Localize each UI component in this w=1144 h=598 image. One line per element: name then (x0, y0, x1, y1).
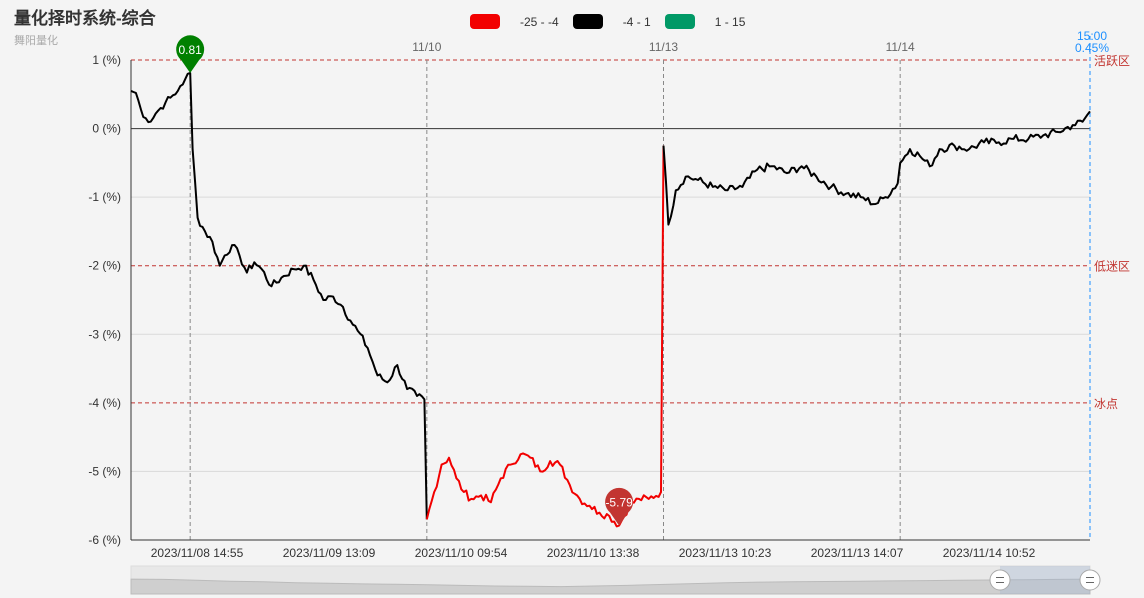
marker-label: -5.79 (605, 496, 633, 510)
overview-selection[interactable] (1000, 566, 1090, 594)
x-tick-label: 2023/11/13 10:23 (679, 546, 772, 560)
x-tick-label: 2023/11/14 10:52 (943, 546, 1036, 560)
legend: -25 - -4 -4 - 1 1 - 15 (470, 14, 759, 29)
day-label: 11/14 (886, 40, 915, 54)
legend-label-black: -4 - 1 (622, 14, 651, 29)
y-tick-label: 0 (%) (92, 122, 121, 136)
series-line-segment (425, 145, 665, 528)
series-line-segment (130, 72, 428, 520)
legend-swatch-red (470, 14, 500, 29)
legend-item-black[interactable]: -4 - 1 (572, 14, 651, 29)
day-label: 11/10 (412, 40, 441, 54)
x-tick-label: 2023/11/10 09:54 (415, 546, 508, 560)
y-tick-label: -2 (%) (88, 259, 121, 273)
zoom-handle-left[interactable] (989, 569, 1011, 591)
overview-area (130, 578, 1091, 595)
legend-item-red[interactable]: -25 - -4 (470, 14, 559, 29)
legend-swatch-black (572, 14, 603, 29)
chart-title: 量化择时系统-综合 (14, 9, 156, 28)
y-tick-label: -6 (%) (88, 533, 121, 547)
legend-label-green: 1 - 15 (714, 14, 746, 29)
y-tick-label: -5 (%) (88, 464, 121, 478)
series-line-segment (662, 110, 1091, 226)
y-tick-label: 1 (%) (92, 53, 121, 67)
threshold-label: 活跃区 (1094, 54, 1130, 68)
legend-swatch-green (664, 14, 695, 29)
zoom-handle-right[interactable] (1079, 569, 1101, 591)
chart-subtitle: 舞阳量化 (14, 35, 58, 47)
legend-label-red: -25 - -4 (520, 14, 559, 29)
marker-pin[interactable]: -5.79 (605, 487, 634, 526)
x-tick-label: 2023/11/13 14:07 (811, 546, 904, 560)
marker-label: 0.81 (178, 43, 202, 57)
x-tick-label: 2023/11/08 14:55 (151, 546, 244, 560)
marker-pin[interactable]: 0.81 (176, 35, 205, 74)
day-label: 11/13 (649, 40, 678, 54)
threshold-label: 冰点 (1094, 397, 1118, 411)
x-tick-label: 2023/11/10 13:38 (547, 546, 640, 560)
threshold-label: 低迷区 (1094, 260, 1130, 274)
end-value-label: 0.45% (1075, 41, 1109, 55)
y-tick-label: -4 (%) (88, 396, 121, 410)
y-tick-label: -3 (%) (88, 327, 121, 341)
y-tick-label: -1 (%) (88, 190, 121, 204)
marker-pin-shape (176, 35, 205, 74)
marker-pin-shape (605, 487, 634, 526)
x-tick-label: 2023/11/09 13:09 (283, 546, 376, 560)
legend-item-green[interactable]: 1 - 15 (664, 14, 746, 29)
end-time-label: 15:00 (1077, 29, 1107, 43)
